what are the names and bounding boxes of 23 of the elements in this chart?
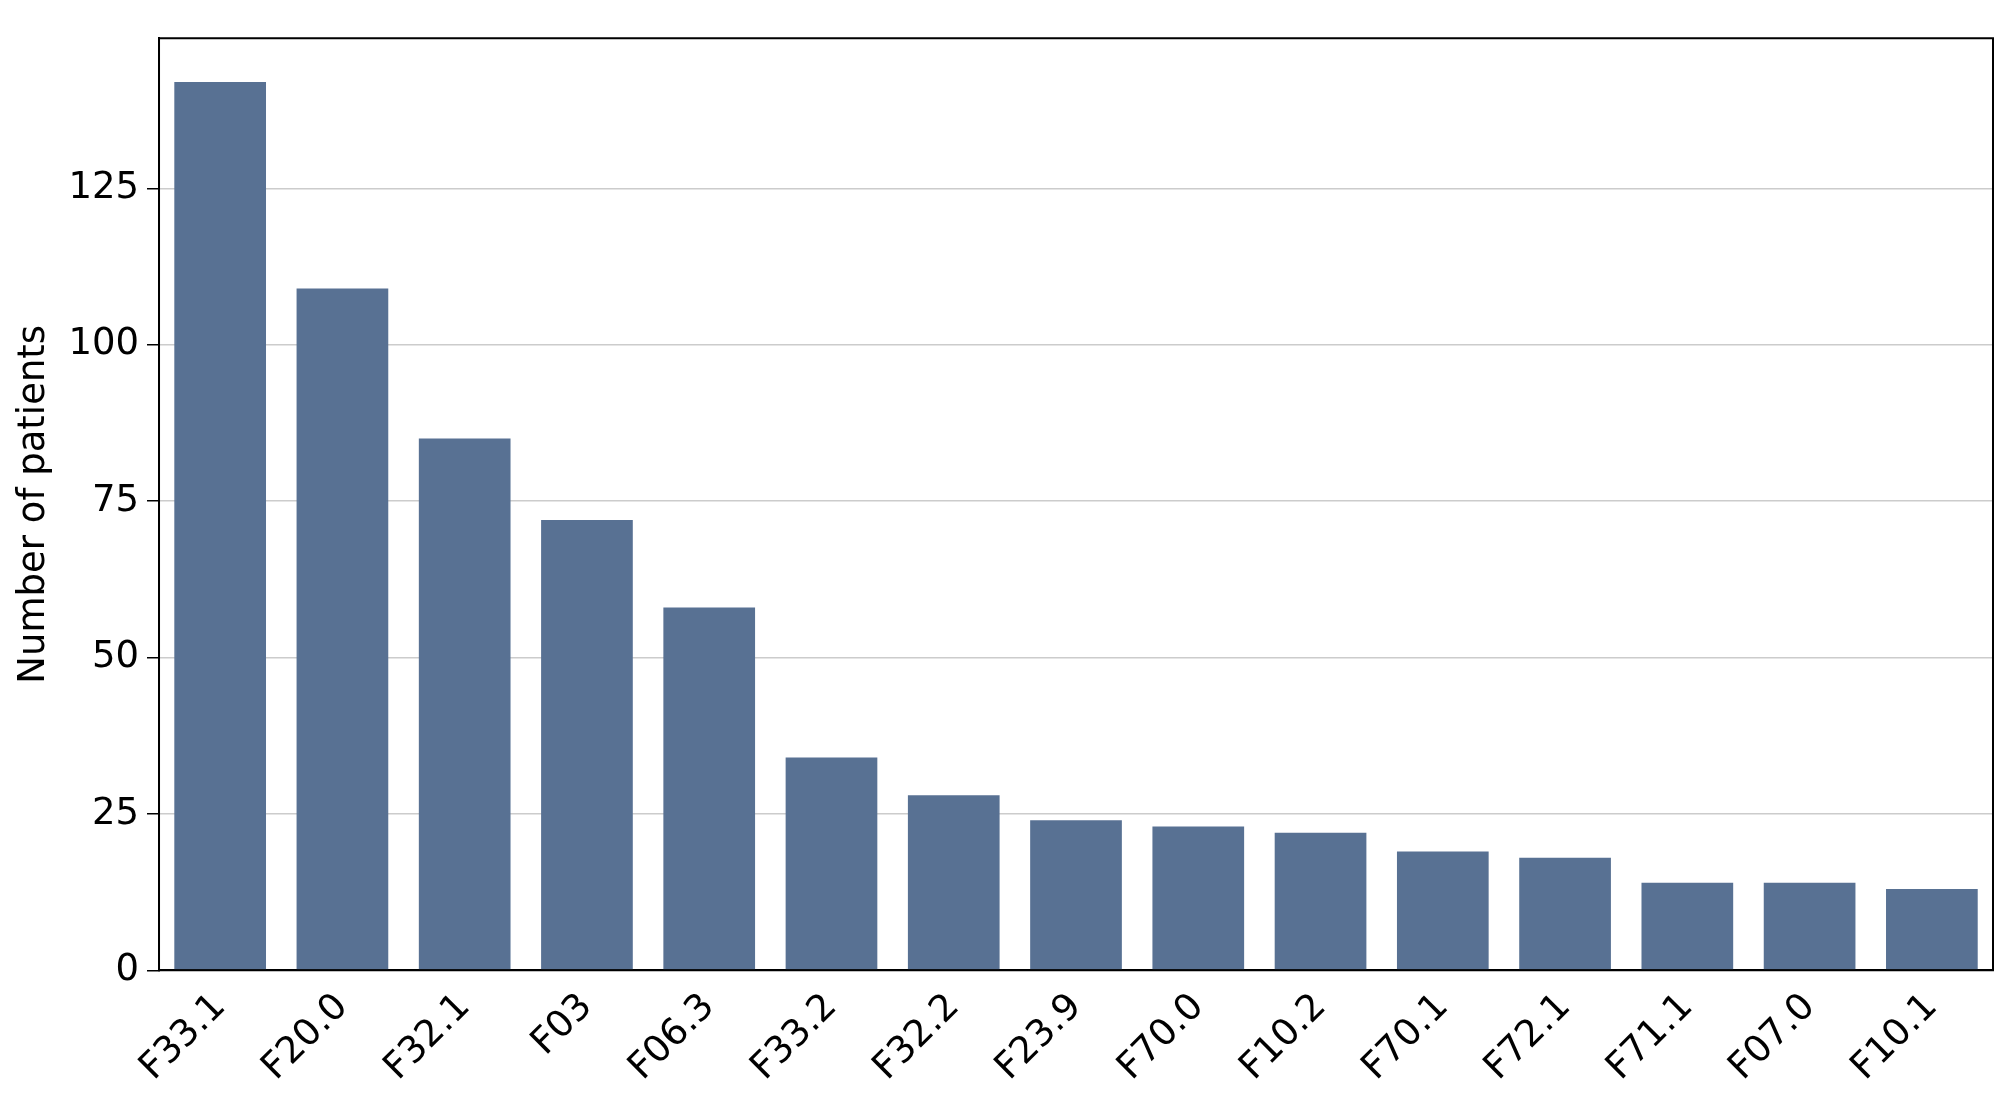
bar <box>663 607 756 970</box>
y-axis-title: Number of patients <box>9 324 53 684</box>
bar <box>785 757 878 970</box>
y-tick-label: 100 <box>68 320 140 364</box>
bar <box>418 438 511 970</box>
y-tick-label: 25 <box>91 789 140 833</box>
bar <box>1274 832 1367 970</box>
bar <box>1030 820 1122 970</box>
bar <box>1641 882 1734 970</box>
x-tick-label: F03 <box>521 983 601 1063</box>
bar <box>907 795 1000 970</box>
y-tick-label: 75 <box>91 476 140 520</box>
y-tick-label: 125 <box>68 163 140 207</box>
bar <box>1396 851 1489 970</box>
bar <box>1763 882 1856 970</box>
y-tick-label: 50 <box>91 633 140 677</box>
bar <box>174 81 266 970</box>
bar <box>1519 857 1611 970</box>
bar <box>1152 826 1245 970</box>
bar <box>296 288 389 970</box>
bar <box>541 519 633 970</box>
y-tick-label: 0 <box>115 945 140 989</box>
bar <box>1886 888 1978 970</box>
